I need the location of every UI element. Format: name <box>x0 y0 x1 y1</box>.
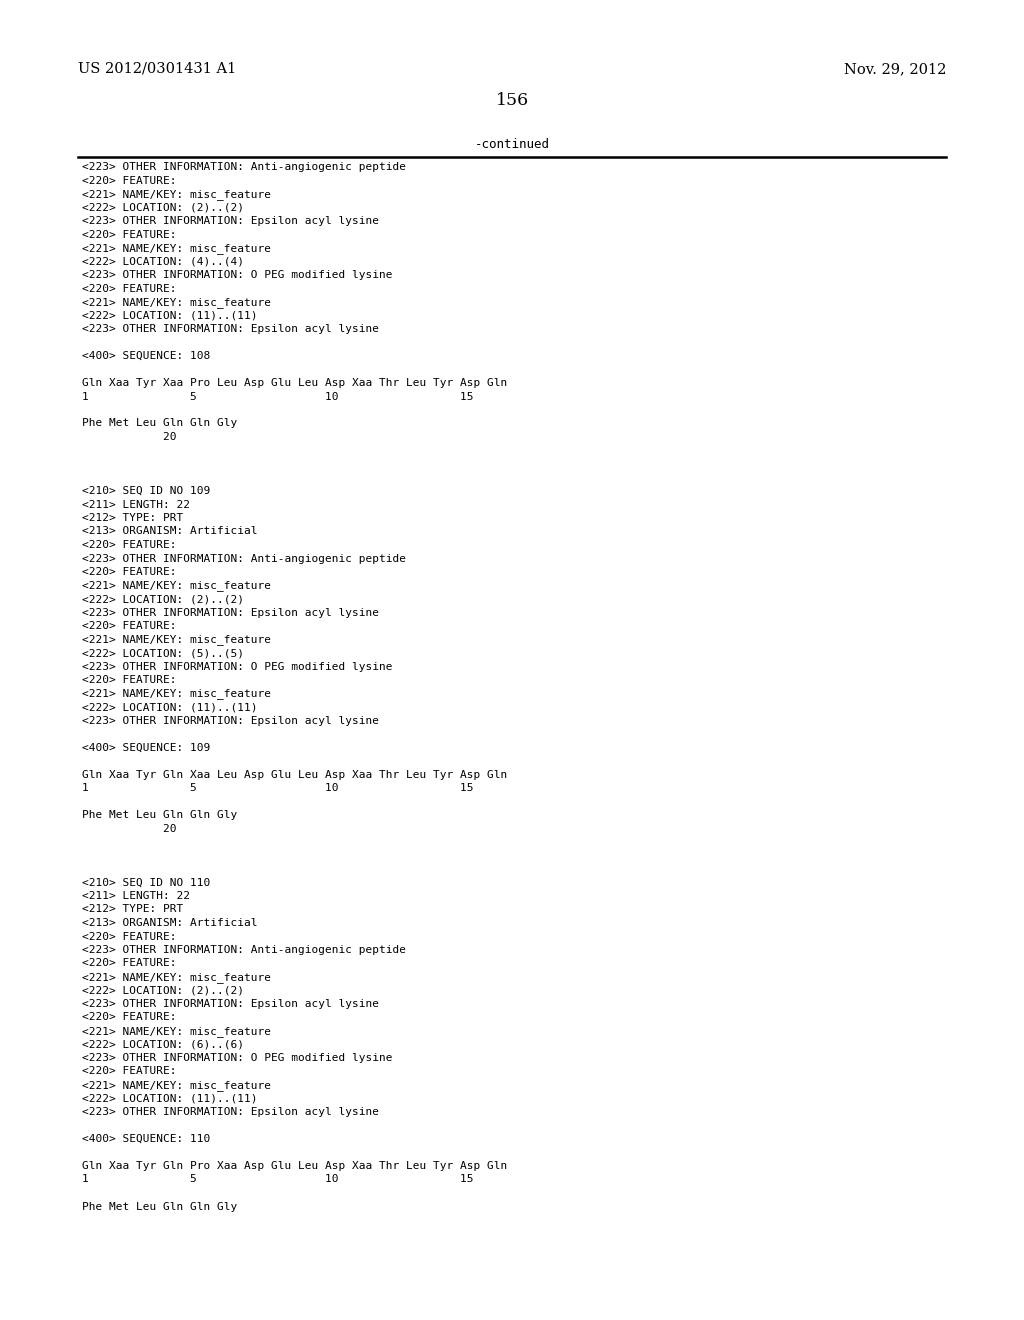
Text: <222> LOCATION: (2)..(2): <222> LOCATION: (2)..(2) <box>82 986 244 995</box>
Text: 156: 156 <box>496 92 528 110</box>
Text: <400> SEQUENCE: 110: <400> SEQUENCE: 110 <box>82 1134 210 1144</box>
Text: <400> SEQUENCE: 108: <400> SEQUENCE: 108 <box>82 351 210 360</box>
Text: Gln Xaa Tyr Gln Pro Xaa Asp Glu Leu Asp Xaa Thr Leu Tyr Asp Gln: Gln Xaa Tyr Gln Pro Xaa Asp Glu Leu Asp … <box>82 1162 507 1171</box>
Text: <222> LOCATION: (5)..(5): <222> LOCATION: (5)..(5) <box>82 648 244 657</box>
Text: <210> SEQ ID NO 110: <210> SEQ ID NO 110 <box>82 878 210 887</box>
Text: <220> FEATURE:: <220> FEATURE: <box>82 675 176 685</box>
Text: <222> LOCATION: (11)..(11): <222> LOCATION: (11)..(11) <box>82 310 257 321</box>
Text: Gln Xaa Tyr Gln Xaa Leu Asp Glu Leu Asp Xaa Thr Leu Tyr Asp Gln: Gln Xaa Tyr Gln Xaa Leu Asp Glu Leu Asp … <box>82 770 507 780</box>
Text: <212> TYPE: PRT: <212> TYPE: PRT <box>82 904 183 915</box>
Text: 1               5                   10                  15: 1 5 10 15 <box>82 783 473 793</box>
Text: 20: 20 <box>82 824 176 833</box>
Text: <223> OTHER INFORMATION: Epsilon acyl lysine: <223> OTHER INFORMATION: Epsilon acyl ly… <box>82 1107 379 1117</box>
Text: <222> LOCATION: (2)..(2): <222> LOCATION: (2)..(2) <box>82 594 244 605</box>
Text: Phe Met Leu Gln Gln Gly: Phe Met Leu Gln Gln Gly <box>82 1201 238 1212</box>
Text: <223> OTHER INFORMATION: O PEG modified lysine: <223> OTHER INFORMATION: O PEG modified … <box>82 661 392 672</box>
Text: <223> OTHER INFORMATION: O PEG modified lysine: <223> OTHER INFORMATION: O PEG modified … <box>82 271 392 280</box>
Text: <222> LOCATION: (4)..(4): <222> LOCATION: (4)..(4) <box>82 256 244 267</box>
Text: <221> NAME/KEY: misc_feature: <221> NAME/KEY: misc_feature <box>82 189 271 199</box>
Text: <220> FEATURE:: <220> FEATURE: <box>82 1067 176 1077</box>
Text: <222> LOCATION: (11)..(11): <222> LOCATION: (11)..(11) <box>82 1093 257 1104</box>
Text: <221> NAME/KEY: misc_feature: <221> NAME/KEY: misc_feature <box>82 689 271 700</box>
Text: <223> OTHER INFORMATION: Epsilon acyl lysine: <223> OTHER INFORMATION: Epsilon acyl ly… <box>82 323 379 334</box>
Text: <220> FEATURE:: <220> FEATURE: <box>82 568 176 577</box>
Text: -continued: -continued <box>474 139 550 150</box>
Text: <223> OTHER INFORMATION: Anti-angiogenic peptide: <223> OTHER INFORMATION: Anti-angiogenic… <box>82 162 406 172</box>
Text: <221> NAME/KEY: misc_feature: <221> NAME/KEY: misc_feature <box>82 972 271 983</box>
Text: <220> FEATURE:: <220> FEATURE: <box>82 932 176 941</box>
Text: <221> NAME/KEY: misc_feature: <221> NAME/KEY: misc_feature <box>82 243 271 253</box>
Text: <223> OTHER INFORMATION: Epsilon acyl lysine: <223> OTHER INFORMATION: Epsilon acyl ly… <box>82 607 379 618</box>
Text: Gln Xaa Tyr Xaa Pro Leu Asp Glu Leu Asp Xaa Thr Leu Tyr Asp Gln: Gln Xaa Tyr Xaa Pro Leu Asp Glu Leu Asp … <box>82 378 507 388</box>
Text: <220> FEATURE:: <220> FEATURE: <box>82 230 176 239</box>
Text: <210> SEQ ID NO 109: <210> SEQ ID NO 109 <box>82 486 210 496</box>
Text: <220> FEATURE:: <220> FEATURE: <box>82 620 176 631</box>
Text: <223> OTHER INFORMATION: Anti-angiogenic peptide: <223> OTHER INFORMATION: Anti-angiogenic… <box>82 945 406 954</box>
Text: 20: 20 <box>82 432 176 442</box>
Text: <211> LENGTH: 22: <211> LENGTH: 22 <box>82 499 190 510</box>
Text: <222> LOCATION: (2)..(2): <222> LOCATION: (2)..(2) <box>82 202 244 213</box>
Text: <213> ORGANISM: Artificial: <213> ORGANISM: Artificial <box>82 917 257 928</box>
Text: 1               5                   10                  15: 1 5 10 15 <box>82 1175 473 1184</box>
Text: Nov. 29, 2012: Nov. 29, 2012 <box>844 62 946 77</box>
Text: <221> NAME/KEY: misc_feature: <221> NAME/KEY: misc_feature <box>82 581 271 591</box>
Text: <213> ORGANISM: Artificial: <213> ORGANISM: Artificial <box>82 527 257 536</box>
Text: 1               5                   10                  15: 1 5 10 15 <box>82 392 473 401</box>
Text: <211> LENGTH: 22: <211> LENGTH: 22 <box>82 891 190 902</box>
Text: <222> LOCATION: (6)..(6): <222> LOCATION: (6)..(6) <box>82 1040 244 1049</box>
Text: <220> FEATURE:: <220> FEATURE: <box>82 284 176 293</box>
Text: <212> TYPE: PRT: <212> TYPE: PRT <box>82 513 183 523</box>
Text: <220> FEATURE:: <220> FEATURE: <box>82 176 176 186</box>
Text: Phe Met Leu Gln Gln Gly: Phe Met Leu Gln Gln Gly <box>82 810 238 820</box>
Text: <221> NAME/KEY: misc_feature: <221> NAME/KEY: misc_feature <box>82 1080 271 1090</box>
Text: <400> SEQUENCE: 109: <400> SEQUENCE: 109 <box>82 742 210 752</box>
Text: <220> FEATURE:: <220> FEATURE: <box>82 1012 176 1023</box>
Text: <223> OTHER INFORMATION: Epsilon acyl lysine: <223> OTHER INFORMATION: Epsilon acyl ly… <box>82 715 379 726</box>
Text: <221> NAME/KEY: misc_feature: <221> NAME/KEY: misc_feature <box>82 1026 271 1038</box>
Text: <223> OTHER INFORMATION: Epsilon acyl lysine: <223> OTHER INFORMATION: Epsilon acyl ly… <box>82 999 379 1008</box>
Text: Phe Met Leu Gln Gln Gly: Phe Met Leu Gln Gln Gly <box>82 418 238 429</box>
Text: <220> FEATURE:: <220> FEATURE: <box>82 540 176 550</box>
Text: <220> FEATURE:: <220> FEATURE: <box>82 958 176 969</box>
Text: <223> OTHER INFORMATION: Epsilon acyl lysine: <223> OTHER INFORMATION: Epsilon acyl ly… <box>82 216 379 226</box>
Text: <223> OTHER INFORMATION: O PEG modified lysine: <223> OTHER INFORMATION: O PEG modified … <box>82 1053 392 1063</box>
Text: <221> NAME/KEY: misc_feature: <221> NAME/KEY: misc_feature <box>82 635 271 645</box>
Text: <221> NAME/KEY: misc_feature: <221> NAME/KEY: misc_feature <box>82 297 271 308</box>
Text: US 2012/0301431 A1: US 2012/0301431 A1 <box>78 62 237 77</box>
Text: <222> LOCATION: (11)..(11): <222> LOCATION: (11)..(11) <box>82 702 257 711</box>
Text: <223> OTHER INFORMATION: Anti-angiogenic peptide: <223> OTHER INFORMATION: Anti-angiogenic… <box>82 553 406 564</box>
